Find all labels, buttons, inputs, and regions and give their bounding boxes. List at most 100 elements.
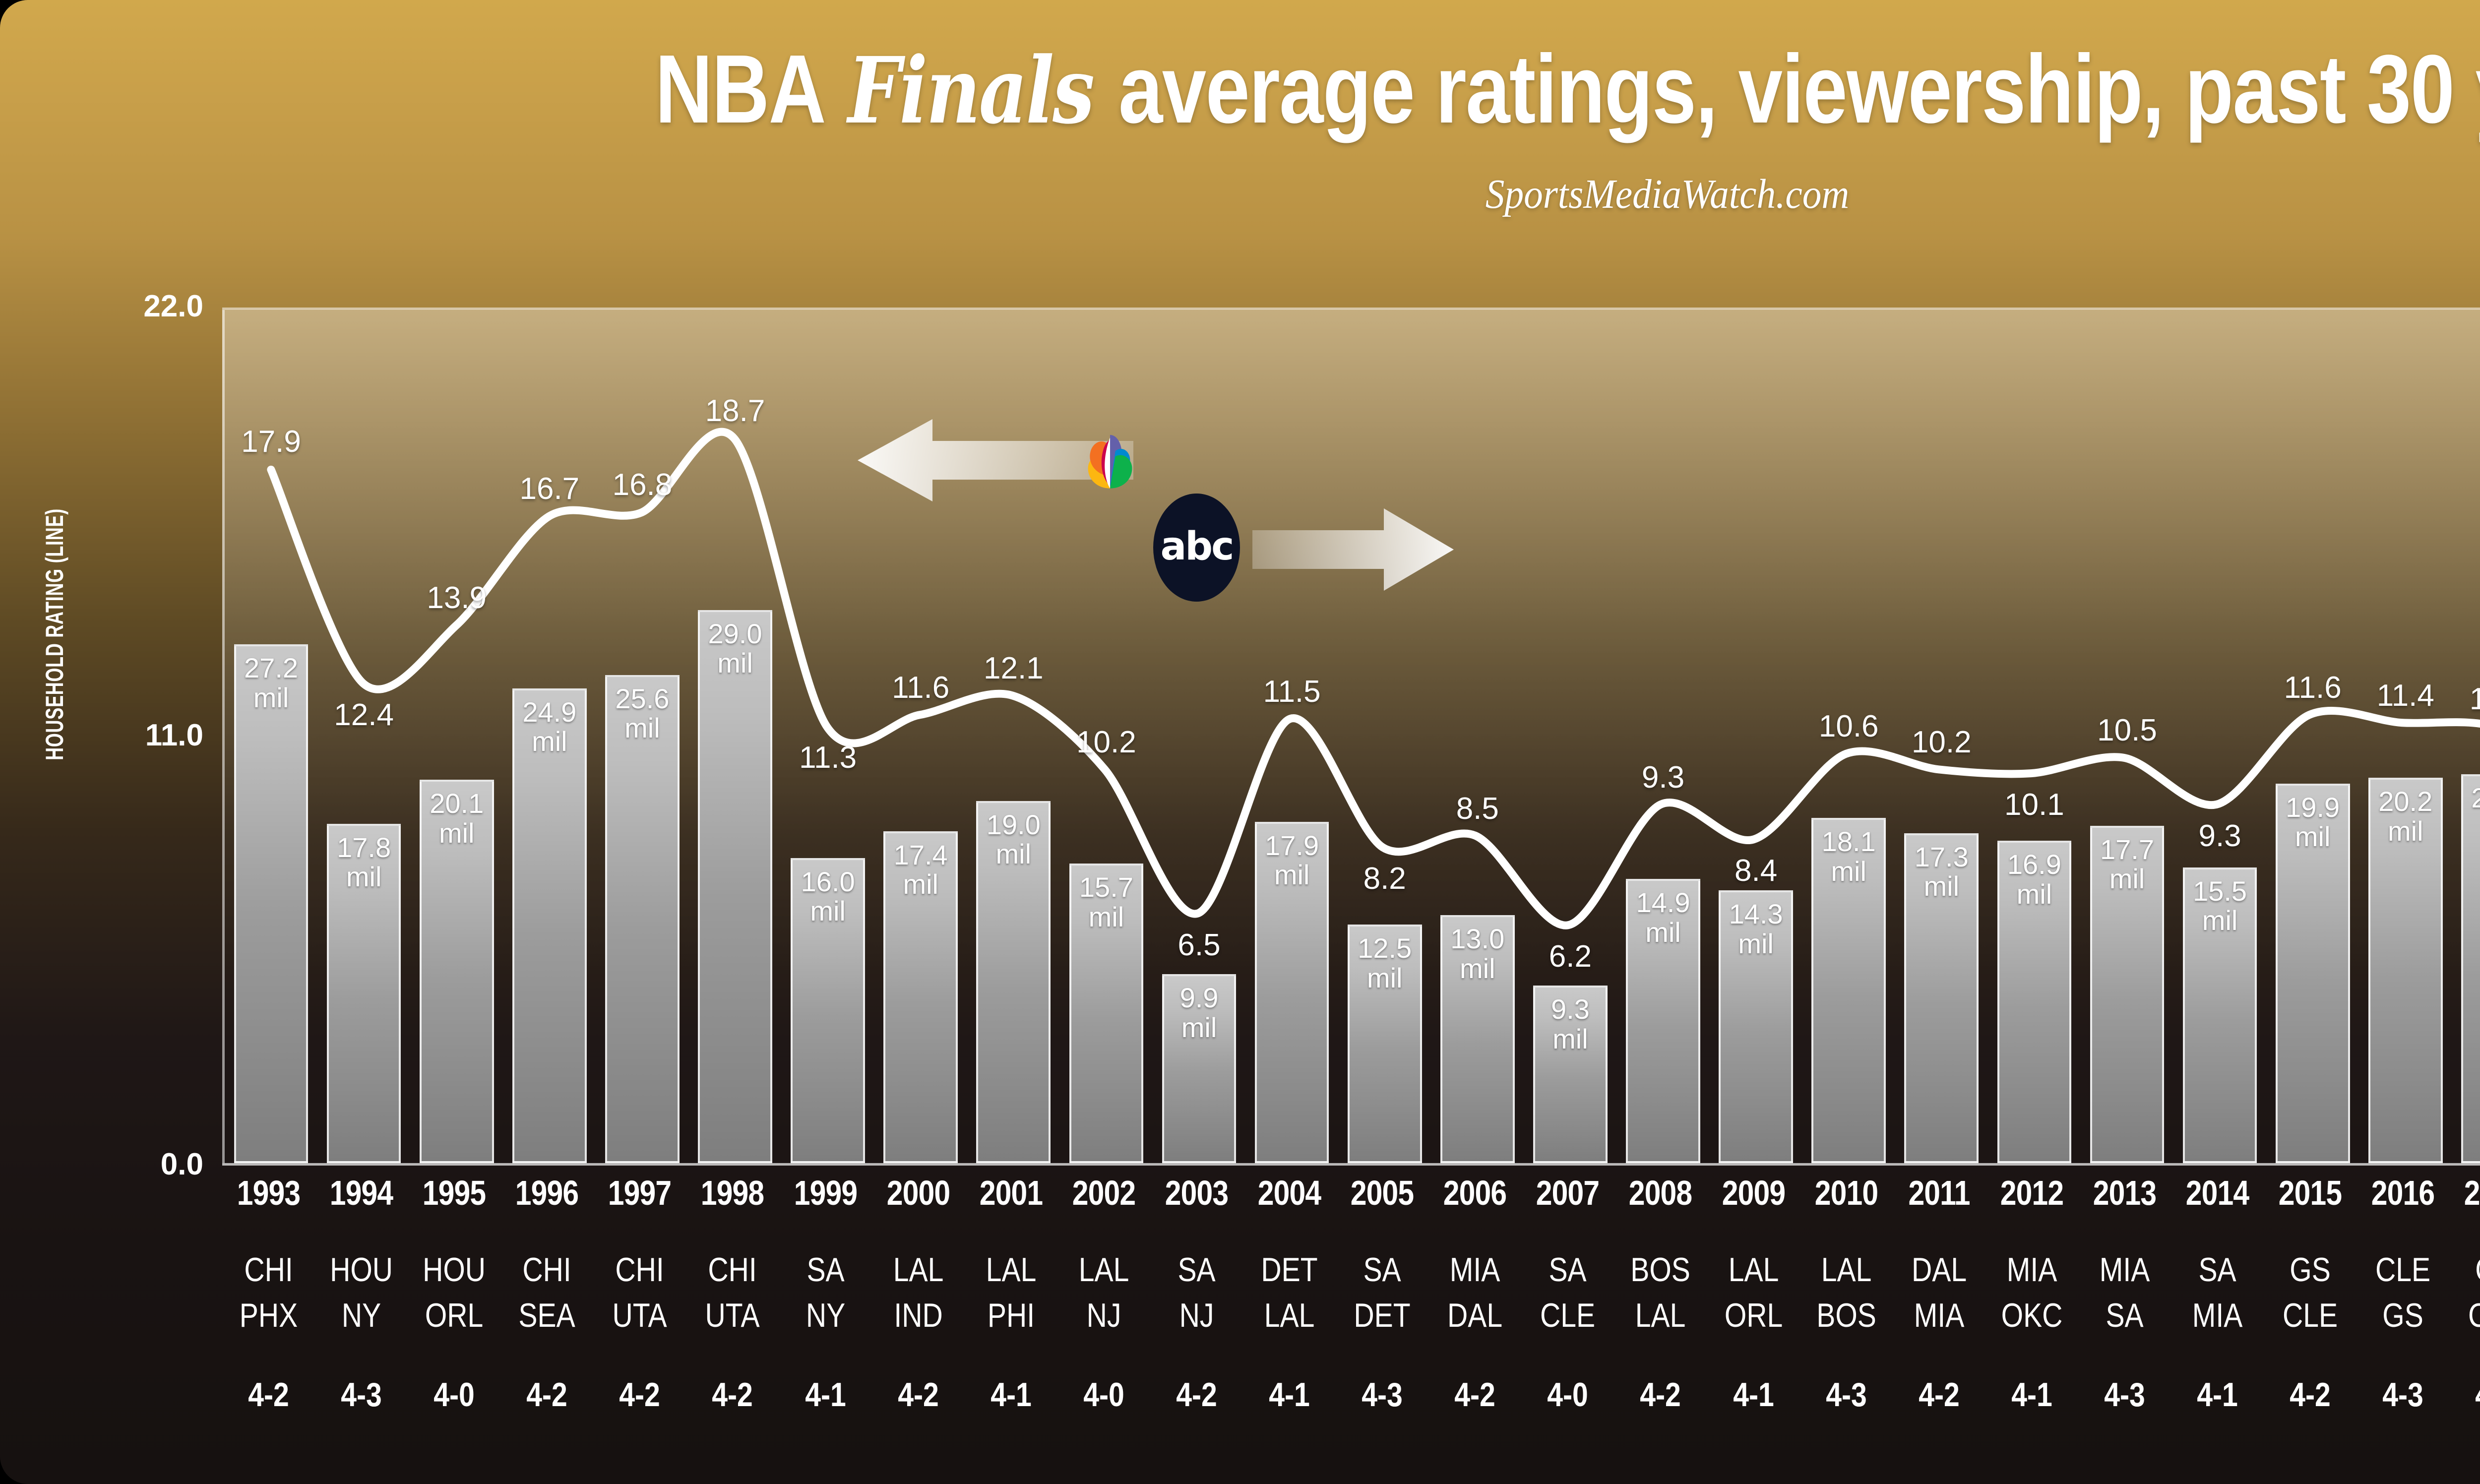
x-year: 2010 xyxy=(1814,1174,1878,1212)
line-value-2010: 10.6 xyxy=(1818,709,1879,744)
line-value-2003: 6.5 xyxy=(1178,928,1221,962)
bar-unit: mil xyxy=(1923,870,1960,902)
bar-value: 9.9 xyxy=(1179,982,1219,1014)
x-series-score: 4-2 xyxy=(248,1376,289,1414)
x-axis-column-2000: 2000 LAL IND 4-2 xyxy=(872,1175,965,1412)
x-series-score: 4-2 xyxy=(897,1376,939,1414)
bar-series: 27.2 mil 17.8 mil 20.1 mil 24.9 mil 25.6 mil 29.0 m… xyxy=(225,310,2480,1163)
x-series-score: 4-3 xyxy=(1362,1376,1403,1414)
line-value-2015: 11.6 xyxy=(2284,670,2342,705)
bar-value: 20.2 xyxy=(2378,786,2433,817)
x-series-score: 4-1 xyxy=(991,1376,1032,1414)
x-loser: CLE xyxy=(2283,1297,2338,1334)
bar-value: 18.1 xyxy=(1821,826,1876,858)
x-loser: GS xyxy=(2382,1297,2424,1334)
x-series-score: 4-2 xyxy=(1454,1376,1496,1414)
x-loser: CLE xyxy=(1540,1297,1596,1334)
x-year: 2016 xyxy=(2371,1174,2435,1212)
bar-2009: 14.3 mil xyxy=(1719,890,1793,1163)
x-axis-column-1999: 1999 SA NY 4-1 xyxy=(779,1175,872,1412)
x-year: 2001 xyxy=(979,1174,1043,1212)
x-year: 2005 xyxy=(1350,1174,1414,1212)
x-axis-column-2015: 2015 GS CLE 4-2 xyxy=(2264,1175,2356,1412)
x-winner: GS xyxy=(2290,1251,2331,1289)
line-value-1999: 11.3 xyxy=(799,741,857,775)
line-series xyxy=(225,310,2480,1167)
x-year: 1996 xyxy=(515,1174,579,1212)
x-loser: DAL xyxy=(1447,1297,1503,1334)
bar-2000: 17.4 mil xyxy=(883,831,958,1163)
x-winner: SA xyxy=(1178,1251,1216,1289)
x-axis-column-2008: 2008 BOS LAL 4-2 xyxy=(1614,1175,1707,1412)
x-axis-column-1996: 1996 CHI SEA 4-2 xyxy=(500,1175,593,1412)
line-value-2016: 11.4 xyxy=(2376,678,2434,713)
bar-unit: mil xyxy=(903,868,938,900)
bar-unit: mil xyxy=(624,712,660,744)
x-series-score: 4-2 xyxy=(526,1376,568,1414)
x-series-score: 4-0 xyxy=(1547,1376,1589,1414)
bar-1996: 24.9 mil xyxy=(512,688,587,1163)
y-axis-left-title: HOUSEHOLD RATING (LINE) xyxy=(41,508,68,760)
bar-value: 15.5 xyxy=(2193,875,2247,907)
x-loser: UTA xyxy=(612,1297,667,1334)
x-axis-column-2006: 2006 MIA DAL 4-2 xyxy=(1428,1175,1521,1412)
bar-unit: mil xyxy=(1088,901,1124,932)
x-year: 1998 xyxy=(701,1174,764,1212)
x-year: 1997 xyxy=(608,1174,672,1212)
bar-value: 20.1 xyxy=(430,788,484,819)
bar-unit: mil xyxy=(2109,863,2145,894)
line-value-2000: 11.6 xyxy=(892,670,950,705)
x-series-score: 4-2 xyxy=(619,1376,661,1414)
x-winner: CHI xyxy=(522,1251,572,1289)
bar-value: 17.7 xyxy=(2100,833,2154,865)
x-year: 1999 xyxy=(794,1174,857,1212)
bar-2010: 18.1 mil xyxy=(1811,818,1886,1163)
bar-2004: 17.9 mil xyxy=(1254,821,1329,1163)
x-winner: LAL xyxy=(1728,1251,1779,1289)
bar-1993: 27.2 mil xyxy=(234,644,309,1163)
bar-value: 15.7 xyxy=(1079,871,1133,903)
x-series-score: 4-1 xyxy=(1269,1376,1310,1414)
x-winner: DAL xyxy=(1911,1251,1967,1289)
bar-unit: mil xyxy=(532,726,567,757)
bar-value: 29.0 xyxy=(708,618,762,650)
x-loser: OKC xyxy=(2001,1297,2063,1334)
x-winner: MIA xyxy=(2006,1251,2057,1289)
x-winner: SA xyxy=(2198,1251,2236,1289)
x-year: 1995 xyxy=(422,1174,486,1212)
x-axis-column-2005: 2005 SA DET 4-3 xyxy=(1336,1175,1428,1412)
bar-2002: 15.7 mil xyxy=(1069,864,1144,1163)
bar-unit: mil xyxy=(346,861,382,893)
abc-era-arrow-right-icon xyxy=(1252,508,1454,591)
title-script-word: Finals xyxy=(848,37,1095,144)
x-loser: NJ xyxy=(1179,1297,1214,1334)
bar-value: 19.0 xyxy=(986,808,1041,840)
line-value-2005: 8.2 xyxy=(1363,862,1406,896)
bar-value: 16.0 xyxy=(801,866,855,897)
bar-value: 9.3 xyxy=(1550,993,1590,1025)
line-value-1995: 13.9 xyxy=(427,580,487,615)
x-axis-column-1997: 1997 CHI UTA 4-2 xyxy=(593,1175,686,1412)
line-value-2012: 10.1 xyxy=(2004,787,2064,822)
bar-unit: mil xyxy=(1366,962,1403,993)
x-axis-column-2004: 2004 DET LAL 4-1 xyxy=(1243,1175,1336,1412)
x-winner: LAL xyxy=(893,1251,944,1289)
x-winner: HOU xyxy=(423,1251,486,1289)
x-series-score: 4-2 xyxy=(1640,1376,1681,1414)
x-loser: NJ xyxy=(1086,1297,1121,1334)
title-post: average ratings, viewership, past 30 yea… xyxy=(1118,35,2480,143)
line-value-2013: 10.5 xyxy=(2097,713,2157,748)
y-tick-left-0: 22.0 xyxy=(143,289,203,323)
bar-unit: mil xyxy=(2387,815,2423,847)
bar-unit: mil xyxy=(1738,928,1774,959)
line-value-2004: 11.5 xyxy=(1263,674,1321,709)
bar-2001: 19.0 mil xyxy=(976,801,1051,1163)
x-loser: PHI xyxy=(987,1297,1035,1334)
x-loser: SA xyxy=(2106,1297,2144,1334)
bar-1999: 16.0 mil xyxy=(791,858,865,1163)
x-year: 2009 xyxy=(1722,1174,1785,1212)
abc-logo: abc xyxy=(1153,494,1240,602)
bar-unit: mil xyxy=(438,817,475,849)
x-year: 2013 xyxy=(2093,1174,2157,1212)
